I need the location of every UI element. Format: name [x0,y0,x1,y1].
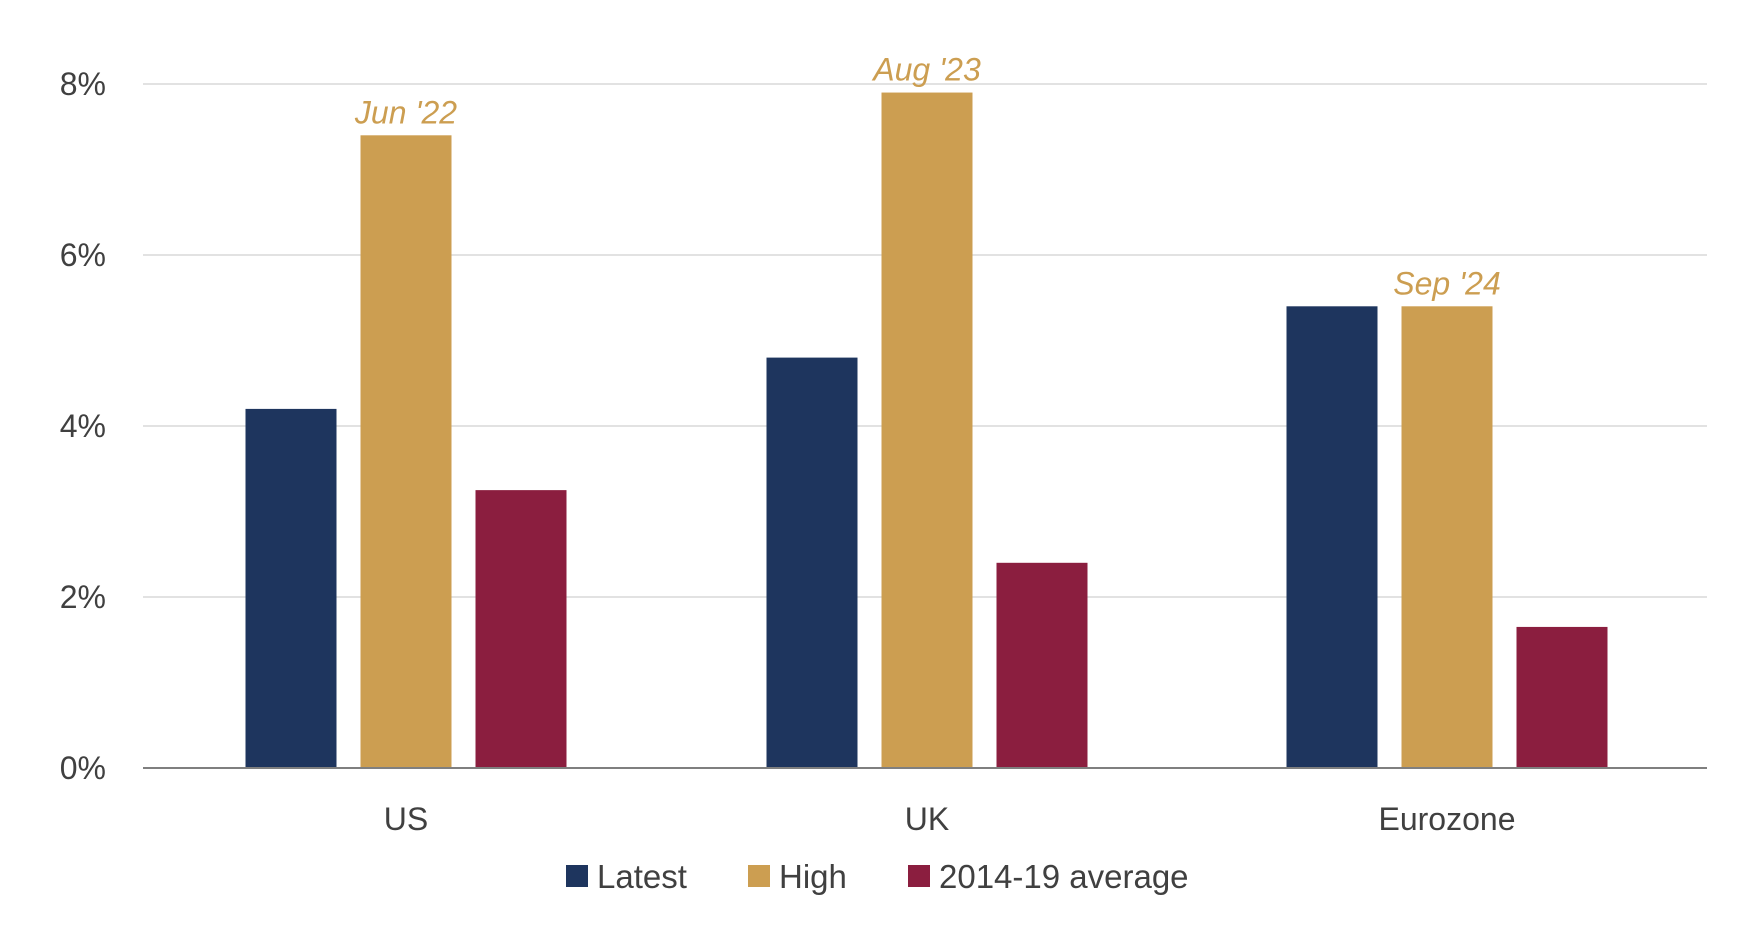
annotation-label: Jun '22 [354,94,457,130]
y-tick-label: 6% [60,237,106,273]
legend-swatch [908,865,930,887]
legend-label: Latest [597,858,687,895]
y-tick-label: 0% [60,750,106,786]
legend-label: 2014-19 average [939,858,1189,895]
bar-us-latest [245,408,337,768]
bar-uk-latest [766,357,858,768]
bar-eurozone-latest [1286,306,1378,768]
y-tick-label: 8% [60,66,106,102]
x-tick-label: Eurozone [1379,801,1516,837]
y-tick-label: 2% [60,579,106,615]
x-tick-label: UK [905,801,949,837]
x-tick-label: US [384,801,428,837]
annotation-label: Sep '24 [1393,265,1501,301]
bar-us-high [360,135,452,769]
legend-swatch [566,865,588,887]
y-tick-label: 4% [60,408,106,444]
bar-us-2014-19-average [475,490,567,768]
annotation-label: Aug '23 [871,52,981,88]
legend-swatch [748,865,770,887]
bar-uk-high [881,92,973,769]
legend-label: High [779,858,847,895]
bar-uk-2014-19-average [996,562,1088,768]
bar-eurozone-2014-19-average [1516,626,1608,768]
bar-eurozone-high [1401,306,1493,768]
